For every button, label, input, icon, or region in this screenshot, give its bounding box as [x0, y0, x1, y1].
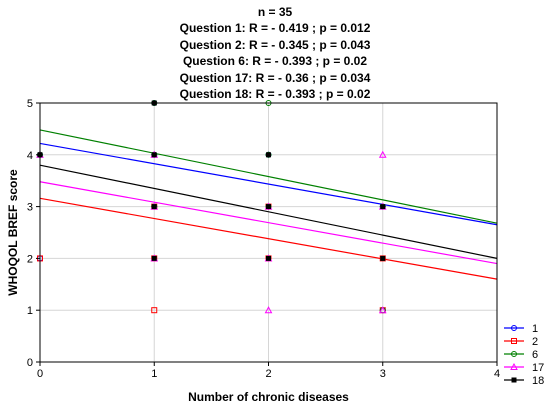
point-series-18-4: [151, 255, 157, 261]
x-tick-label-4: 4: [494, 368, 500, 380]
legend-marker-2: [511, 338, 517, 344]
point-series-18-2: [151, 152, 157, 158]
legend-marker-17: [510, 362, 518, 370]
x-tick-label-0: 0: [37, 368, 43, 380]
legend-marker-1: [511, 325, 517, 331]
legend-marker-18: [511, 377, 517, 383]
legend-label-17: 17: [532, 362, 544, 374]
point-series-17-9: [378, 306, 387, 314]
legend-label-18: 18: [532, 375, 544, 387]
y-tick-label-5: 5: [27, 98, 33, 110]
point-series-18-3: [151, 204, 157, 210]
title-line-question-2: Question 2: R = - 0.345 ; p = 0.043: [179, 37, 371, 52]
point-series-17-6: [264, 306, 273, 314]
y-tick-label-4: 4: [27, 150, 33, 162]
fit-lines: [39, 129, 498, 280]
point-series-18-6: [266, 204, 271, 210]
x-tick-label-3: 3: [380, 368, 386, 380]
y-tick-label-3: 3: [27, 202, 33, 214]
title-line-question-18: Question 18: R = - 0.393 ; p = 0.02: [179, 87, 371, 102]
legend-label-6: 6: [532, 349, 538, 361]
title-line-n: n = 35: [257, 5, 293, 19]
point-series-18-9: [380, 255, 386, 261]
fit-line-series-1: [39, 142, 498, 226]
legend-marker-6: [511, 351, 517, 357]
y-tick-label-1: 1: [27, 305, 33, 317]
point-series-18-7: [266, 255, 271, 261]
chart-title-block: n = 35 Question 1: R = - 0.419 ; p = 0.0…: [0, 4, 550, 102]
title-line-question-1: Question 1: R = - 0.419 ; p = 0.012: [179, 21, 371, 36]
point-series-2-3: [151, 307, 158, 314]
fit-line-series-18: [39, 164, 498, 259]
x-tick-label-2: 2: [265, 368, 271, 380]
legend-label-1: 1: [532, 323, 538, 335]
point-series-18-8: [380, 204, 386, 210]
legend-label-2: 2: [532, 336, 538, 348]
point-series-18-5: [266, 152, 271, 158]
y-axis-label: WHOQOL BREF score: [6, 169, 20, 296]
point-series-17-7: [378, 150, 387, 158]
x-tick-label-1: 1: [151, 368, 157, 380]
tick-labels: 0 1 2 3 4 0 1 2 3 4 5: [27, 98, 500, 380]
plot-grid: [40, 103, 497, 362]
y-tick-label-0: 0: [27, 357, 33, 369]
y-tick-label-2: 2: [27, 253, 33, 265]
title-line-question-17: Question 17: R = - 0.36 ; p = 0.034: [179, 70, 371, 85]
x-axis-label: Number of chronic diseases: [188, 390, 349, 404]
fit-line-series-2: [39, 197, 498, 280]
fit-line-series-6: [39, 129, 498, 224]
title-line-question-6: Question 6: R = - 0.393 ; p = 0.02: [182, 54, 368, 69]
fit-line-series-17: [39, 181, 498, 265]
